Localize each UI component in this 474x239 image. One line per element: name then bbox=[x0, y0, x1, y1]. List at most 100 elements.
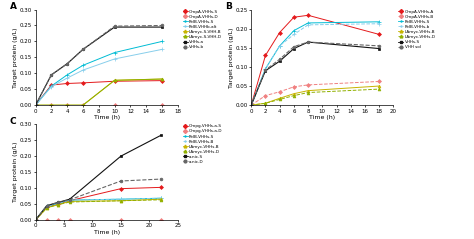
Text: A: A bbox=[10, 2, 17, 11]
PelB-VHHs-S bbox=[277, 44, 283, 47]
Line: OmpA-VHHs-A: OmpA-VHHs-A bbox=[250, 14, 381, 107]
LAmyc-VHHs-D bbox=[118, 199, 124, 202]
a-nic-S bbox=[158, 134, 164, 137]
LAmyc-S-VHH-D bbox=[64, 104, 70, 107]
PelB-VHHb-alt bbox=[33, 104, 38, 107]
Y-axis label: Target protein (g/L): Target protein (g/L) bbox=[13, 142, 18, 202]
OmpA-VHHs-D bbox=[80, 104, 86, 107]
OmpA-VHHs-B bbox=[305, 83, 311, 86]
PelB-VHHb-alt bbox=[80, 69, 86, 71]
Text: B: B bbox=[226, 2, 233, 11]
PelB-VHHb-alt bbox=[48, 85, 54, 88]
a-nic-S bbox=[118, 155, 124, 158]
OmpA-VHHs-D bbox=[159, 104, 165, 107]
Line: PelB-VHHs-S: PelB-VHHs-S bbox=[34, 196, 163, 222]
VHHs-a bbox=[64, 62, 70, 65]
LAmyc-S-VHH-B bbox=[159, 78, 165, 81]
LAmyc-S-VHH-D bbox=[80, 104, 86, 107]
Line: OmpA-VHHs-S: OmpA-VHHs-S bbox=[34, 79, 164, 107]
LAmyc-S-VHH-D bbox=[33, 104, 38, 107]
OmpA-VHHs-S bbox=[48, 84, 54, 87]
Ompg-VHHs-a-S bbox=[67, 199, 73, 202]
a-nic-D bbox=[44, 204, 50, 207]
LAmyc-VHHs-D bbox=[291, 94, 297, 97]
Legend: OmpA-VHHs-S, OmpA-VHHs-D, PelB-VHHs-S, PelB-VHHb-alt, LAmyc-S-VHH-B, LAmyc-S-VHH: OmpA-VHHs-S, OmpA-VHHs-D, PelB-VHHs-S, P… bbox=[182, 10, 222, 49]
X-axis label: Time (h): Time (h) bbox=[93, 115, 120, 120]
LAmyc-VHHs-B bbox=[305, 89, 311, 92]
VHHs-a bbox=[80, 48, 86, 51]
Y-axis label: Target protein (g/L): Target protein (g/L) bbox=[13, 27, 18, 88]
Ompg-VHHs-a-S bbox=[33, 218, 38, 221]
PelB-VHHs-B bbox=[33, 218, 38, 221]
Line: OmpA-VHHs-B: OmpA-VHHs-B bbox=[250, 80, 381, 107]
VHHs-a bbox=[48, 73, 54, 76]
a-nic-S bbox=[55, 201, 61, 204]
VHHs-b bbox=[33, 104, 38, 107]
LAmyc-S-VHH-B bbox=[64, 104, 70, 107]
Line: LAmyc-VHHs-D: LAmyc-VHHs-D bbox=[250, 88, 381, 107]
LAmyc-VHHs-B bbox=[277, 97, 283, 100]
LAmyc-VHHs-B bbox=[118, 199, 124, 202]
VHHs-b bbox=[112, 25, 118, 27]
VHH sol bbox=[376, 44, 382, 47]
PelB-VHHs-S bbox=[158, 197, 164, 200]
Line: VHHs-a: VHHs-a bbox=[34, 26, 164, 107]
Line: LAmyc-VHHs-B: LAmyc-VHHs-B bbox=[34, 198, 162, 221]
VHH sol bbox=[263, 69, 268, 71]
Line: LAmyc-VHHs-D: LAmyc-VHHs-D bbox=[34, 198, 162, 221]
Ompg-VHHs-a-D bbox=[44, 218, 50, 221]
VHH sol bbox=[305, 41, 311, 43]
a-nic-S bbox=[44, 204, 50, 207]
PelB-VHHs-S bbox=[48, 85, 54, 87]
PelB-VHHs-S bbox=[263, 67, 268, 70]
LAmyc-VHHs-B bbox=[376, 85, 382, 87]
Line: PelB-VHHs-S: PelB-VHHs-S bbox=[249, 20, 381, 107]
LAmyc-VHHs-D bbox=[33, 218, 38, 221]
a-nic-S bbox=[67, 198, 73, 201]
LAmyc-S-VHH-B bbox=[80, 104, 86, 107]
OmpA-VHHs-A bbox=[277, 31, 283, 34]
a-nic-D bbox=[33, 218, 38, 221]
VHHs-b bbox=[159, 24, 165, 27]
VHHs-S bbox=[305, 41, 311, 43]
PelB-VHHs-S bbox=[248, 104, 254, 107]
PelB-VHHb-alt bbox=[112, 58, 118, 60]
a-nic-S bbox=[33, 218, 38, 221]
VHHs-b bbox=[64, 62, 70, 65]
VHHs-S bbox=[248, 104, 254, 107]
LAmyc-VHHs-D bbox=[376, 88, 382, 91]
LAmyc-VHHs-B bbox=[158, 198, 164, 201]
VHHs-a bbox=[159, 26, 165, 28]
PelB-VHHs-b bbox=[376, 22, 382, 25]
Ompg-VHHs-a-D bbox=[55, 218, 61, 221]
OmpA-VHHs-A bbox=[305, 14, 311, 17]
VHH sol bbox=[291, 45, 297, 48]
PelB-VHHs-S bbox=[159, 40, 165, 43]
PelB-VHHs-B bbox=[44, 205, 50, 208]
LAmyc-VHHs-D bbox=[158, 198, 164, 201]
PelB-VHHs-b bbox=[263, 67, 268, 70]
PelB-VHHs-S bbox=[291, 29, 297, 32]
LAmyc-VHHs-B bbox=[291, 92, 297, 95]
OmpA-VHHs-S bbox=[64, 82, 70, 85]
Line: PelB-VHHs-B: PelB-VHHs-B bbox=[34, 196, 163, 222]
Line: LAmyc-S-VHH-D: LAmyc-S-VHH-D bbox=[34, 78, 164, 107]
OmpA-VHHs-B bbox=[291, 85, 297, 88]
PelB-VHHs-B bbox=[158, 197, 164, 200]
LAmyc-VHHs-D bbox=[55, 203, 61, 206]
OmpA-VHHs-S bbox=[33, 104, 38, 107]
VHHs-b bbox=[48, 73, 54, 76]
VHHs-S bbox=[376, 47, 382, 50]
VHHs-S bbox=[263, 69, 268, 72]
Line: Ompg-VHHs-a-S: Ompg-VHHs-a-S bbox=[34, 186, 162, 221]
Line: VHHs-b: VHHs-b bbox=[34, 24, 164, 107]
PelB-VHHs-S bbox=[112, 51, 118, 54]
a-nic-D bbox=[67, 198, 73, 201]
Ompg-VHHs-a-S bbox=[118, 187, 124, 190]
OmpA-VHHs-D bbox=[33, 104, 38, 107]
LAmyc-VHHs-B bbox=[248, 104, 254, 107]
PelB-VHHs-S bbox=[80, 64, 86, 67]
PelB-VHHs-S bbox=[44, 205, 50, 208]
VHH sol bbox=[277, 58, 283, 61]
a-nic-D bbox=[118, 179, 124, 182]
